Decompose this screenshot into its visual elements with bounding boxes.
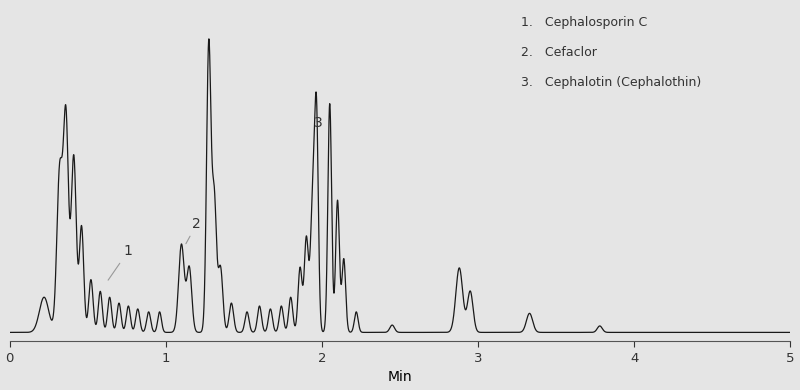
- Text: 2: 2: [186, 217, 201, 244]
- X-axis label: Min: Min: [388, 370, 412, 385]
- Text: 1.   Cephalosporin C: 1. Cephalosporin C: [521, 16, 647, 28]
- Text: 2.   Cefaclor: 2. Cefaclor: [521, 46, 597, 59]
- Text: 3.   Cephalotin (Cephalothin): 3. Cephalotin (Cephalothin): [521, 76, 701, 89]
- Text: 3: 3: [314, 115, 322, 129]
- Text: 1: 1: [108, 244, 133, 280]
